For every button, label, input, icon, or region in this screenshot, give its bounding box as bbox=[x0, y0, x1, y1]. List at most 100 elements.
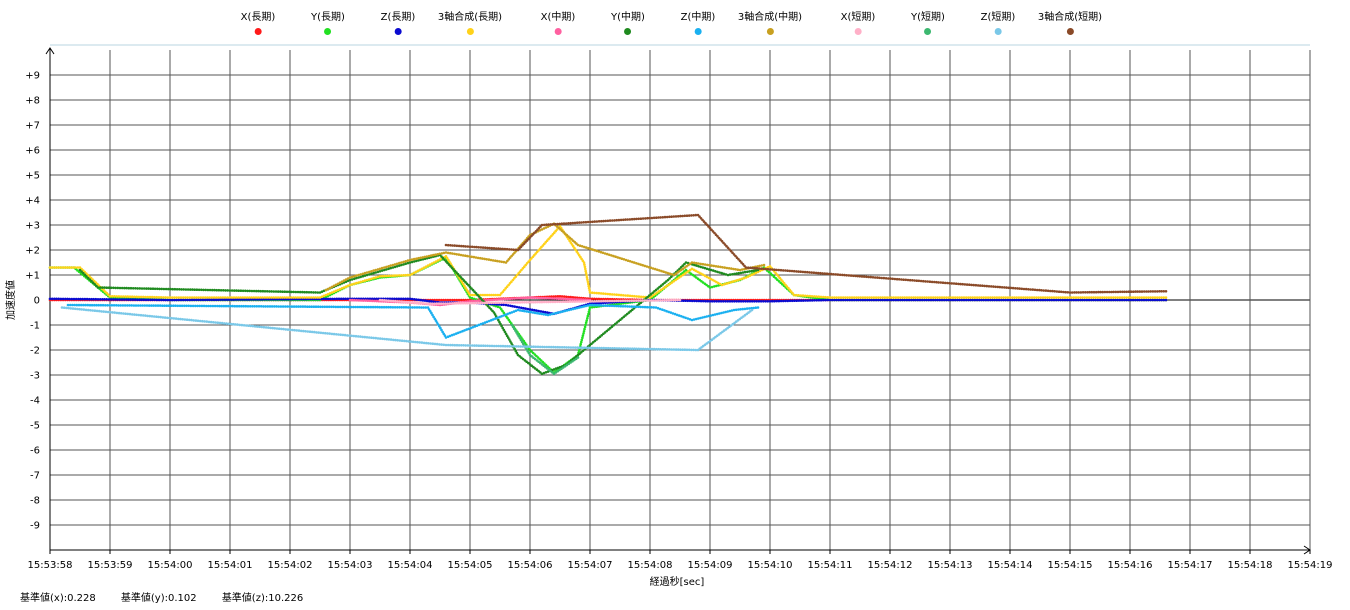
data-point bbox=[161, 316, 165, 319]
data-point bbox=[155, 298, 159, 302]
data-point bbox=[584, 271, 588, 275]
data-point bbox=[858, 275, 862, 278]
data-point bbox=[501, 301, 504, 304]
data-point bbox=[575, 221, 579, 224]
data-point bbox=[375, 297, 379, 301]
data-point bbox=[352, 334, 356, 338]
data-point bbox=[66, 297, 69, 301]
data-point bbox=[252, 296, 256, 299]
data-point bbox=[64, 297, 67, 301]
data-point bbox=[639, 305, 642, 309]
data-point bbox=[577, 298, 581, 301]
data-point bbox=[245, 296, 249, 299]
data-point bbox=[128, 304, 131, 307]
data-point bbox=[336, 305, 340, 309]
data-point bbox=[546, 313, 550, 317]
data-point bbox=[742, 276, 746, 280]
data-point bbox=[1014, 287, 1017, 290]
data-point bbox=[750, 308, 754, 312]
data-point bbox=[129, 298, 132, 301]
data-point bbox=[1077, 291, 1080, 294]
data-point bbox=[328, 292, 332, 295]
data-point bbox=[941, 281, 945, 285]
data-point bbox=[637, 262, 640, 266]
data-point bbox=[523, 301, 526, 304]
data-point bbox=[764, 300, 767, 303]
data-point bbox=[139, 304, 142, 307]
legend-label: 3軸合成(長期) bbox=[437, 12, 503, 23]
data-point bbox=[269, 326, 272, 330]
data-point bbox=[1083, 298, 1086, 302]
data-point bbox=[70, 297, 74, 301]
data-point bbox=[877, 296, 880, 299]
data-point bbox=[301, 305, 305, 308]
data-point bbox=[562, 222, 566, 225]
data-point bbox=[736, 278, 739, 282]
legend-label: Y(中期) bbox=[611, 12, 645, 23]
data-point bbox=[205, 320, 209, 323]
data-point bbox=[549, 223, 553, 226]
data-point bbox=[286, 328, 290, 331]
data-point bbox=[374, 271, 378, 274]
data-point bbox=[357, 273, 360, 277]
data-point bbox=[686, 317, 690, 320]
data-point bbox=[706, 263, 709, 267]
data-point bbox=[417, 306, 421, 309]
data-point bbox=[48, 266, 52, 269]
data-point bbox=[380, 274, 384, 278]
data-point bbox=[332, 284, 336, 288]
y-tick-label: +6 bbox=[25, 146, 40, 157]
data-point bbox=[799, 294, 803, 297]
data-point bbox=[1050, 296, 1054, 299]
data-point bbox=[378, 275, 382, 278]
data-point bbox=[546, 225, 550, 228]
data-point bbox=[732, 267, 735, 271]
data-point bbox=[600, 334, 603, 337]
data-point bbox=[695, 261, 698, 265]
data-point bbox=[490, 293, 493, 297]
data-point bbox=[455, 253, 459, 256]
data-point bbox=[496, 259, 499, 263]
data-point bbox=[895, 277, 899, 281]
data-point bbox=[728, 300, 732, 303]
data-point bbox=[72, 297, 76, 301]
data-point bbox=[444, 298, 448, 302]
data-point bbox=[363, 271, 367, 275]
data-point bbox=[177, 317, 180, 321]
data-point bbox=[226, 289, 229, 292]
data-point bbox=[422, 266, 426, 270]
data-point bbox=[326, 287, 330, 291]
data-point bbox=[722, 283, 726, 286]
legend-label: X(短期) bbox=[840, 12, 876, 23]
data-point bbox=[423, 299, 427, 302]
data-point bbox=[399, 297, 403, 301]
data-point bbox=[951, 298, 955, 302]
data-point bbox=[1041, 296, 1045, 299]
data-point bbox=[1107, 296, 1111, 299]
data-point bbox=[76, 266, 80, 269]
data-point bbox=[459, 330, 462, 334]
data-point bbox=[460, 244, 463, 248]
data-point bbox=[378, 298, 382, 302]
data-point bbox=[713, 279, 716, 283]
data-point bbox=[172, 304, 175, 308]
data-point bbox=[525, 348, 528, 351]
x-tick-label: 15:54:13 bbox=[928, 560, 973, 571]
data-point bbox=[723, 266, 726, 269]
data-point bbox=[918, 298, 922, 302]
data-point bbox=[593, 300, 596, 303]
data-point bbox=[617, 218, 621, 222]
data-point bbox=[953, 296, 957, 299]
data-point bbox=[485, 293, 489, 297]
data-point bbox=[125, 298, 128, 301]
data-point bbox=[378, 270, 382, 273]
data-point bbox=[152, 315, 156, 318]
data-point bbox=[402, 260, 405, 264]
data-point bbox=[217, 296, 220, 299]
data-point bbox=[404, 297, 407, 301]
data-point bbox=[435, 302, 439, 305]
data-point bbox=[339, 333, 343, 337]
data-point bbox=[834, 273, 838, 276]
data-point bbox=[309, 296, 313, 299]
data-point bbox=[66, 303, 70, 307]
